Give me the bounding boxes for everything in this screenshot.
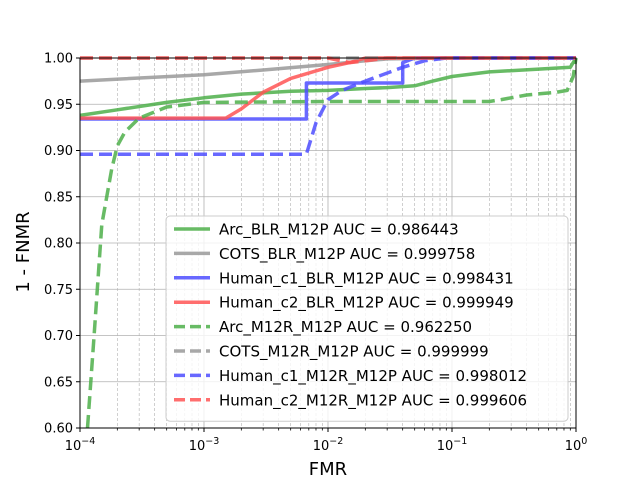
y-tick-label: 0.90 — [44, 144, 73, 159]
legend-label: Human_c2_M12R_M12P AUC = 0.999606 — [219, 391, 527, 410]
legend-box — [165, 215, 569, 422]
legend-label: Human_c2_BLR_M12P AUC = 0.999949 — [219, 294, 514, 313]
series-line-4 — [80, 56, 576, 120]
legend: Arc_BLR_M12P AUC = 0.986443 COTS_BLR_M12P… — [165, 215, 569, 422]
y-tick-label: 0.75 — [44, 283, 73, 298]
series-line-7 — [80, 56, 576, 156]
series-line-8 — [80, 56, 576, 65]
x-axis-title: FMR — [309, 459, 347, 480]
x-tick-label: 10−2 — [313, 436, 344, 454]
legend-label: Human_c1_M12R_M12P AUC = 0.998012 — [219, 367, 527, 386]
x-tick-label: 10−4 — [65, 436, 96, 454]
x-tick-label: 100 — [565, 436, 588, 454]
y-tick-label: 0.85 — [44, 190, 73, 205]
y-tick-label: 0.95 — [44, 98, 73, 113]
legend-label: COTS_BLR_M12P AUC = 0.999758 — [219, 245, 475, 264]
y-tick-label: 0.60 — [44, 422, 73, 437]
y-tick-label: 0.80 — [44, 237, 73, 252]
legend-label: Arc_BLR_M12P AUC = 0.986443 — [219, 221, 459, 240]
legend-label: Human_c1_BLR_M12P AUC = 0.998431 — [219, 269, 514, 288]
legend-label: COTS_M12R_M12P AUC = 0.999999 — [219, 343, 489, 362]
legend-label: Arc_M12R_M12P AUC = 0.962250 — [219, 318, 472, 337]
x-tick-label: 10−3 — [189, 436, 220, 454]
series-line-5 — [85, 57, 578, 429]
axis-ticks: 0.60 0.65 0.70 0.75 0.80 0.85 0.90 0.95 1.00 10−4… — [44, 52, 587, 455]
x-tick-label: 10−1 — [437, 436, 468, 454]
series-line-1 — [79, 57, 578, 118]
y-tick-label: 0.65 — [44, 375, 73, 390]
y-axis-title: 1 - FNMR — [13, 211, 34, 292]
y-tick-label: 1.00 — [44, 52, 73, 67]
y-tick-label: 0.70 — [44, 329, 73, 344]
